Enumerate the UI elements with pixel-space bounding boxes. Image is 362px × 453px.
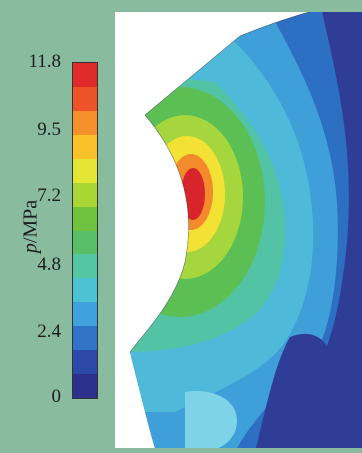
contour-max	[181, 168, 205, 220]
legend-color-band	[73, 326, 97, 351]
contour-plot-svg	[129, 6, 362, 448]
color-legend-bar	[72, 62, 98, 399]
legend-color-band	[73, 350, 97, 375]
pressure-symbol: p	[19, 243, 42, 254]
legend-color-band	[73, 63, 97, 88]
legend-color-band	[73, 182, 97, 207]
legend-tick-label: 9.5	[37, 119, 61, 140]
contour-bottom-dark-patch	[255, 333, 331, 448]
pressure-unit: /MPa	[19, 199, 42, 244]
legend-tick-label: 2.4	[37, 321, 61, 342]
legend-color-band	[73, 134, 97, 159]
legend-color-band	[73, 110, 97, 135]
legend-color-band	[73, 302, 97, 327]
legend-color-band	[73, 158, 97, 183]
legend-tick-label: 11.8	[28, 51, 61, 72]
legend-color-band	[73, 87, 97, 111]
contour-bottom-light-patch	[185, 391, 237, 448]
legend-color-band	[73, 374, 97, 398]
legend-color-band	[73, 278, 97, 303]
legend-tick-label: 7.2	[37, 185, 61, 206]
contour-plot-panel	[115, 6, 362, 448]
legend-color-band	[73, 230, 97, 255]
legend-color-band	[73, 254, 97, 279]
legend-tick-label: 0	[51, 386, 62, 407]
legend-axis-title: p/MPa	[20, 182, 43, 272]
legend-color-band	[73, 206, 97, 231]
legend-tick-label: 4.8	[37, 254, 61, 275]
